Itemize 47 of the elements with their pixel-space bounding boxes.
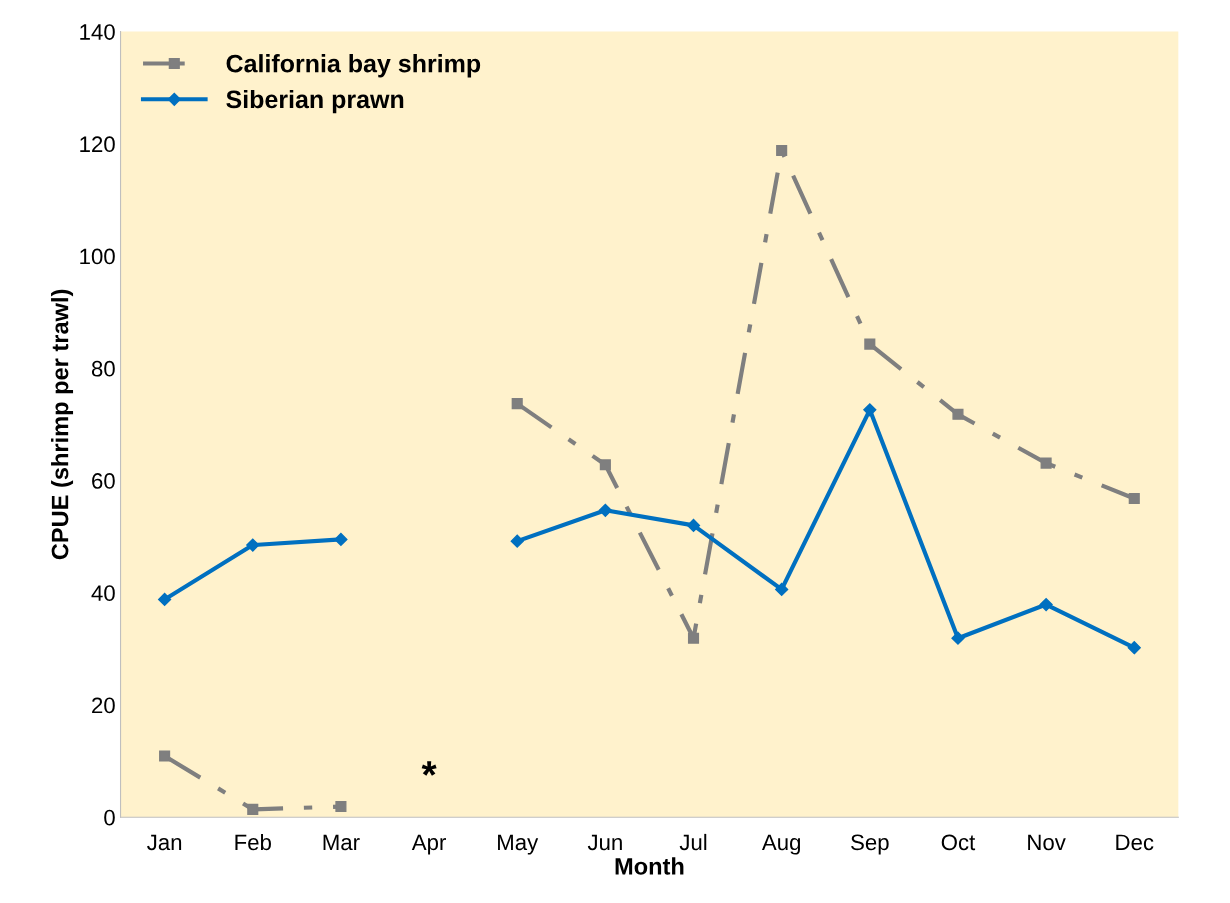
point <box>598 503 612 517</box>
x-tick-label: Oct <box>941 834 976 851</box>
point <box>158 592 172 607</box>
x-tick-label: Feb <box>235 833 271 851</box>
point <box>687 632 700 644</box>
legend-label: California bay shrimp <box>226 54 481 78</box>
point <box>776 145 788 157</box>
x-axis-title: Month <box>615 857 684 875</box>
x-tick-label: Jun <box>587 834 622 851</box>
point <box>1127 641 1141 655</box>
point <box>1128 492 1140 505</box>
x-tick-label: Aug <box>761 834 800 855</box>
y-axis-title: CPUE (shrimp per trawl) <box>51 289 74 560</box>
point <box>1039 597 1053 612</box>
point <box>247 803 259 815</box>
point <box>159 750 171 762</box>
x-tick-label: Mar <box>323 834 360 851</box>
point <box>335 800 347 813</box>
y-tick-label: 40 <box>91 585 115 602</box>
x-tick-label: Dec <box>1116 834 1154 851</box>
y-tick-label: 80 <box>91 360 115 377</box>
point <box>511 398 523 410</box>
y-tick-label: 20 <box>92 697 115 714</box>
point <box>864 338 876 350</box>
y-tick-label: 0 <box>104 809 115 826</box>
legend-label: Siberian prawn <box>226 89 404 114</box>
point <box>951 631 965 645</box>
y-tick-label: 140 <box>80 24 115 40</box>
x-tick-label: May <box>498 834 539 855</box>
point <box>1040 457 1052 469</box>
y-tick-label: 60 <box>92 473 115 489</box>
x-tick-label: Jul <box>679 833 707 851</box>
x-tick-label: Sep <box>851 834 889 855</box>
point <box>599 459 611 471</box>
x-tick-label: Apr <box>411 834 446 855</box>
point <box>686 518 701 533</box>
x-tick-label: Jan <box>147 834 182 851</box>
point <box>863 403 877 417</box>
y-tick-label: 120 <box>80 136 115 153</box>
point <box>246 538 260 552</box>
x-tick-label: Nov <box>1028 834 1066 851</box>
y-tick-label: 100 <box>80 248 115 265</box>
point <box>952 408 964 420</box>
point <box>334 532 348 547</box>
point <box>775 582 789 596</box>
point <box>510 534 524 548</box>
annotation: * <box>421 761 437 776</box>
